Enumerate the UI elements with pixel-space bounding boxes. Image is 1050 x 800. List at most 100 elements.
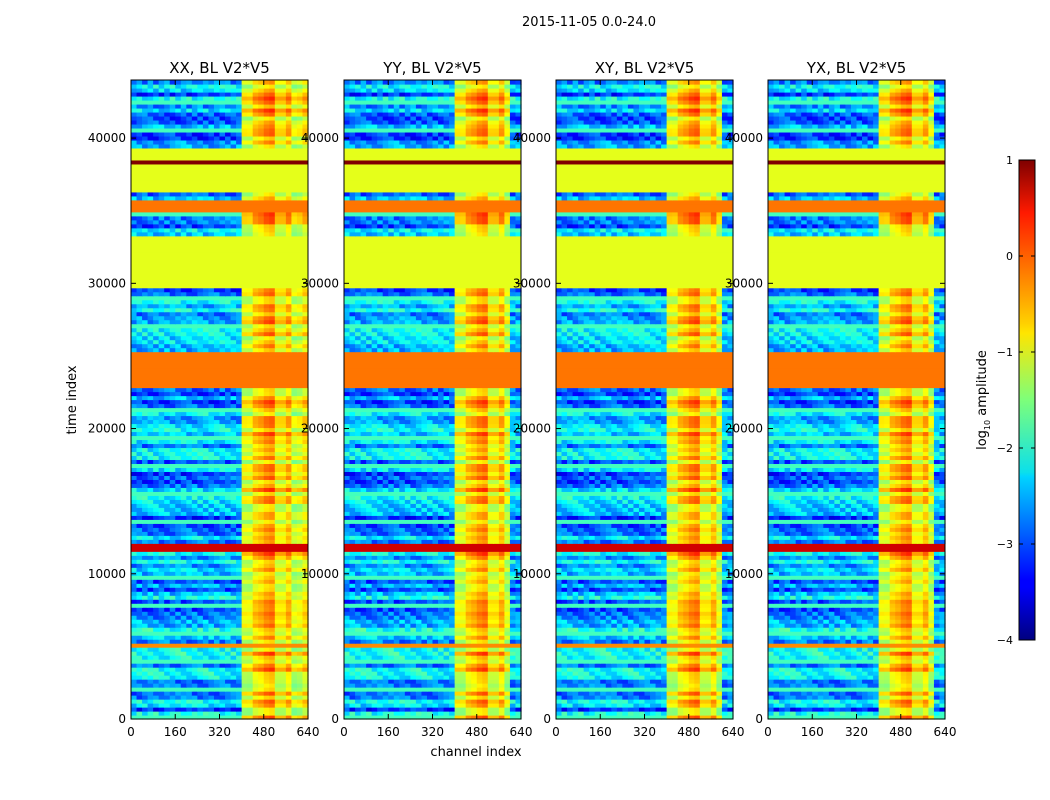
heatmap-cell — [252, 627, 259, 632]
heatmap-cell — [393, 591, 400, 596]
heatmap-cell — [285, 551, 293, 556]
heatmap-cell — [186, 343, 193, 349]
heatmap-cell — [142, 571, 149, 576]
heatmap-cell — [280, 511, 287, 516]
heatmap-cell — [241, 519, 248, 524]
heatmap-cell — [191, 431, 198, 437]
heatmap-cell — [219, 611, 226, 616]
heatmap-cell — [180, 635, 187, 640]
heatmap-cell — [241, 483, 248, 488]
heatmap-cell — [399, 631, 406, 636]
heatmap-cell — [377, 595, 384, 600]
heatmap-cell — [208, 611, 215, 616]
heatmap-cell — [355, 703, 362, 708]
heatmap-cell — [202, 335, 210, 341]
heatmap-cell — [186, 691, 193, 696]
heatmap-cell — [197, 563, 204, 568]
heatmap-cell — [388, 667, 395, 672]
heatmap-cell — [252, 415, 259, 421]
heatmap-cell — [147, 651, 154, 656]
heatmap-cell — [371, 635, 378, 640]
heatmap-cell — [421, 591, 428, 596]
heatmap-cell — [153, 559, 160, 564]
heatmap-cell — [241, 287, 248, 293]
heatmap-cell — [158, 115, 165, 121]
heatmap-cell — [197, 111, 204, 117]
heatmap-cell — [263, 391, 270, 397]
heatmap-cell — [241, 479, 248, 484]
heatmap-cell — [213, 711, 221, 716]
heatmap-cell — [269, 591, 276, 596]
heatmap-cell — [147, 567, 154, 572]
heatmap-cell — [236, 599, 243, 604]
heatmap-cell — [241, 403, 248, 409]
heatmap-cell — [213, 311, 221, 317]
heatmap-cell — [302, 475, 309, 480]
heatmap-cell — [349, 651, 356, 656]
heatmap-cell — [247, 691, 254, 696]
heatmap-cell — [131, 311, 138, 317]
heatmap-cell — [404, 703, 411, 708]
heatmap-cell — [280, 459, 287, 464]
heatmap-cell — [247, 423, 254, 429]
heatmap-cell — [291, 119, 298, 125]
heatmap-cell — [147, 463, 154, 468]
heatmap-cell — [263, 80, 270, 85]
heatmap-cell — [180, 523, 187, 528]
heatmap-cell — [191, 651, 198, 656]
heatmap-cell — [164, 451, 171, 457]
heatmap-cell — [388, 603, 395, 608]
heatmap-cell — [136, 647, 143, 652]
heatmap-cell — [180, 711, 187, 716]
heatmap-cell — [515, 683, 522, 688]
heatmap-cell — [263, 303, 270, 309]
heatmap-cell — [302, 559, 309, 564]
heatmap-cell — [213, 455, 221, 461]
heatmap-cell — [296, 691, 304, 696]
heatmap-cell — [388, 715, 395, 720]
heatmap-cell — [252, 491, 259, 496]
heatmap-cell — [258, 627, 265, 632]
heatmap-cell — [241, 451, 248, 457]
heatmap-cell — [219, 539, 226, 544]
heatmap-cell — [247, 687, 254, 692]
heatmap-cell — [208, 555, 215, 560]
heatmap-cell — [382, 695, 389, 700]
heatmap-cell — [247, 395, 254, 401]
x-tick-label: 0 — [127, 725, 135, 739]
heatmap-cell — [186, 119, 193, 125]
heatmap-cell — [225, 387, 232, 393]
heatmap-cell — [426, 623, 434, 628]
heatmap-cell — [208, 515, 215, 520]
heatmap-cell — [197, 507, 204, 512]
heatmap-cell — [186, 103, 193, 109]
heatmap-cell — [230, 303, 237, 309]
heatmap-cell — [274, 299, 281, 305]
heatmap-cell — [247, 219, 254, 225]
heatmap-cell — [371, 659, 378, 664]
heatmap-cell — [263, 107, 270, 113]
heatmap-cell — [131, 347, 138, 353]
heatmap-cell — [169, 123, 176, 129]
heatmap-cell — [280, 191, 287, 197]
heatmap-cell — [219, 287, 226, 293]
heatmap-cell — [454, 707, 461, 712]
heatmap-cell — [360, 635, 367, 640]
heatmap-cell — [263, 555, 270, 560]
heatmap-cell — [302, 195, 309, 201]
heatmap-cell — [213, 411, 221, 417]
heatmap-cell — [158, 571, 165, 576]
heatmap-cell — [399, 663, 406, 668]
heatmap-cell — [274, 571, 281, 576]
heatmap-cell — [147, 579, 154, 584]
heatmap-cell — [443, 607, 450, 612]
heatmap-cell — [269, 143, 276, 149]
heatmap-cell — [263, 595, 270, 600]
heatmap-cell — [219, 423, 226, 429]
heatmap-cell — [213, 459, 221, 464]
heatmap-cell — [186, 439, 193, 445]
heatmap-cell — [471, 651, 478, 656]
heatmap-cell — [219, 667, 226, 672]
heatmap-cell — [399, 667, 406, 672]
heatmap-cell — [213, 639, 221, 644]
